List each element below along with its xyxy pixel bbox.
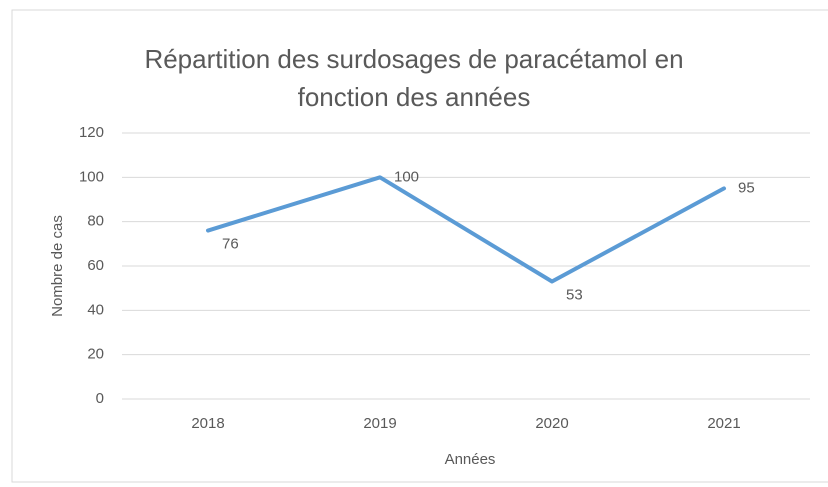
y-axis-label: Nombre de cas	[49, 215, 66, 317]
data-label: 100	[394, 168, 419, 185]
x-tick-label: 2021	[707, 415, 740, 432]
line-series	[206, 175, 726, 284]
data-label: 76	[222, 236, 239, 253]
x-tick-label: 2020	[535, 415, 568, 432]
y-tick-label: 120	[79, 124, 104, 141]
y-tick-label: 100	[79, 168, 104, 185]
data-label: 53	[566, 286, 583, 303]
x-axis-label: Années	[445, 451, 496, 468]
chart-border	[11, 9, 828, 483]
y-tick-label: 0	[96, 390, 104, 407]
y-tick-label: 60	[87, 257, 104, 274]
y-tick-label: 40	[87, 301, 104, 318]
x-tick-label: 2018	[191, 415, 224, 432]
y-tick-label: 80	[87, 213, 104, 230]
x-tick-label: 2019	[363, 415, 396, 432]
chart-title: Répartition des surdosages de paracétamo…	[144, 44, 684, 112]
data-label: 95	[738, 179, 755, 196]
y-tick-label: 20	[87, 346, 104, 363]
